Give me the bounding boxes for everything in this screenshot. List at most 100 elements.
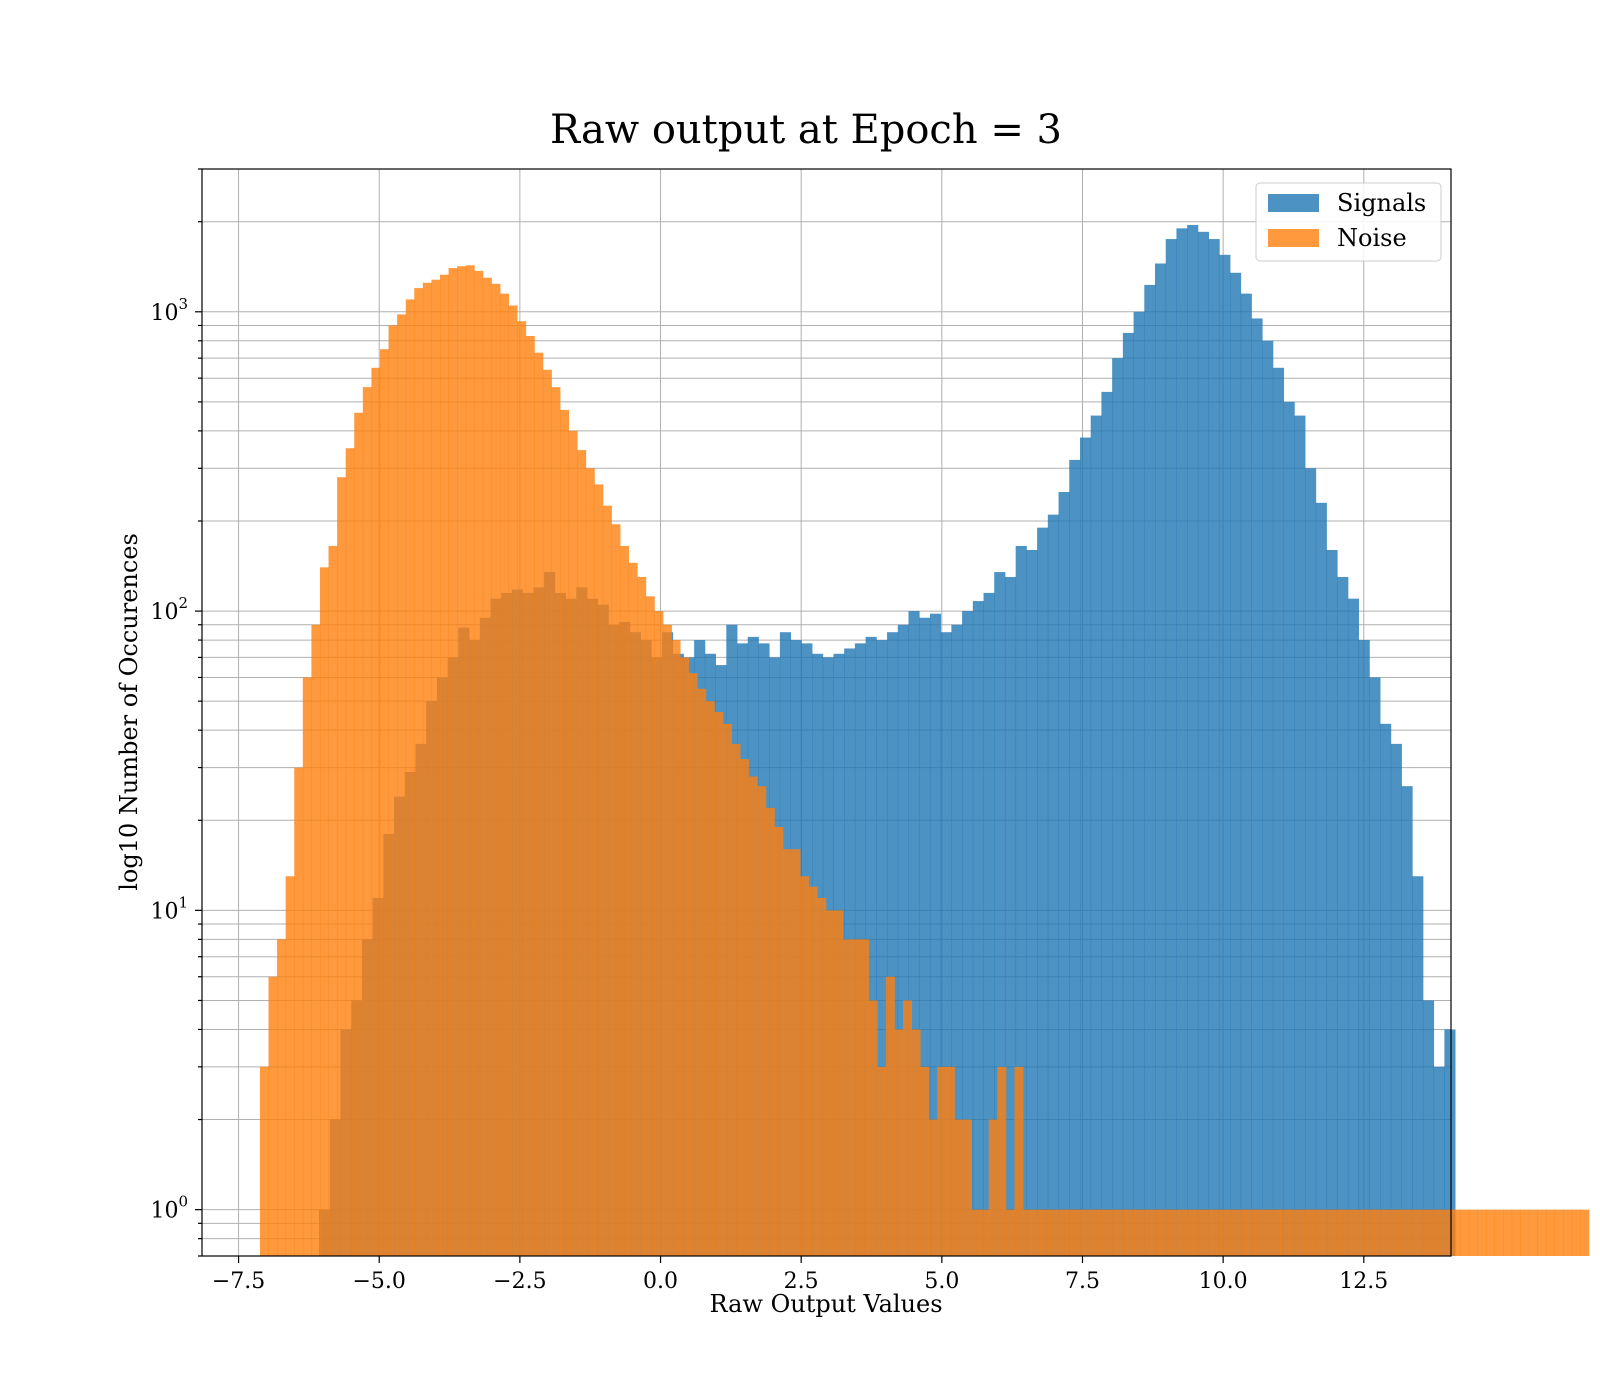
histogram-bar-noise [808, 886, 818, 1256]
histogram-bar-signals [1358, 640, 1370, 1256]
histogram-bar-noise [1271, 1209, 1281, 1256]
histogram-bar-noise [1168, 1209, 1178, 1256]
histogram-bar-noise [1185, 1209, 1195, 1256]
histogram-bar-noise [1563, 1209, 1573, 1256]
histogram-bar-signals [1433, 1066, 1445, 1256]
histogram-bar-noise [885, 976, 895, 1256]
histogram-bar-signals [1004, 576, 1017, 1256]
histogram-bar-noise [1023, 1209, 1033, 1256]
histogram-bar-noise [542, 369, 552, 1257]
histogram-bar-signals [1079, 437, 1092, 1256]
histogram-bar-noise [1220, 1209, 1230, 1256]
histogram-bar-noise [534, 352, 544, 1256]
histogram-bar-noise [714, 712, 724, 1256]
histogram-bar-signals [1337, 576, 1349, 1256]
histogram-bar-noise [1537, 1209, 1547, 1256]
histogram-bar-noise [971, 1209, 981, 1256]
histogram-bar-noise [285, 876, 295, 1256]
x-tick-label: 10.0 [1199, 1269, 1248, 1294]
histogram-bar-signals [1165, 239, 1177, 1256]
histogram-bar-noise [1280, 1209, 1290, 1256]
x-tick-label: 2.5 [784, 1269, 819, 1294]
histogram-bar-noise [1048, 1209, 1058, 1256]
histogram-bar-signals [1208, 239, 1220, 1256]
histogram-bar-signals [1090, 415, 1102, 1256]
histogram-bar-signals [1272, 367, 1285, 1256]
chart-title: Raw output at Epoch = 3 [550, 107, 1062, 153]
histogram-bar-signals [962, 611, 974, 1256]
histogram-bar-noise [525, 336, 535, 1256]
legend-label-noise: Noise [1337, 224, 1407, 252]
histogram-bar-noise [842, 939, 852, 1256]
histogram-bar-noise [688, 673, 698, 1256]
y-tick-label: 102 [150, 594, 188, 625]
histogram-bar-signals [951, 624, 963, 1256]
histogram-bar-signals [1262, 340, 1274, 1256]
histogram-bar-noise [1228, 1209, 1238, 1256]
histogram-bar-noise [903, 1000, 912, 1256]
histogram-bar-signals [1219, 254, 1231, 1256]
x-axis-label: Raw Output Values [709, 1290, 942, 1318]
histogram-bar-signals [919, 617, 931, 1256]
histogram-bar-noise [937, 1066, 947, 1256]
histogram-bar-noise [928, 1119, 938, 1256]
histogram-bar-signals [983, 592, 995, 1256]
legend: Signals Noise [1255, 182, 1442, 262]
histogram-bar-signals [1037, 527, 1049, 1256]
histogram-bar-signals [1230, 272, 1242, 1256]
histogram-bar-noise [1546, 1209, 1556, 1256]
histogram-bar-noise [517, 321, 527, 1256]
histogram-bar-noise [868, 1000, 878, 1256]
histogram-bar-signals [897, 624, 909, 1256]
histogram-bar-noise [722, 723, 732, 1256]
histogram-bar-noise [362, 387, 372, 1257]
histogram-bar-signals [1294, 415, 1306, 1256]
histogram-bar-noise [757, 786, 767, 1256]
histogram-bar-noise [482, 277, 492, 1256]
histogram-bar-noise [319, 567, 329, 1256]
histogram-bar-noise [1443, 1209, 1453, 1256]
histogram-bar-noise [988, 1119, 998, 1256]
histogram-bar-noise [388, 325, 398, 1257]
histogram-bar-noise [1408, 1209, 1418, 1256]
histogram-bar-noise [431, 279, 441, 1256]
histogram-bar-signals [1197, 231, 1209, 1256]
histogram-bar-noise [620, 545, 630, 1256]
histogram-bar-noise [1031, 1209, 1041, 1256]
histogram-bar-noise [1245, 1209, 1255, 1256]
histogram-bar-noise [1134, 1209, 1144, 1256]
histogram-bar-noise [448, 268, 458, 1256]
histogram-bar-signals [876, 640, 888, 1256]
histogram-bar-noise [1486, 1209, 1496, 1256]
histogram-bar-signals [887, 632, 899, 1256]
histogram-bar-noise [328, 545, 338, 1256]
histogram-bar-noise [1091, 1209, 1101, 1256]
histogram-bar-noise [1417, 1209, 1427, 1256]
histogram-bar-noise [1383, 1209, 1393, 1256]
histogram-bar-noise [440, 274, 449, 1257]
histogram-bar-noise [259, 1066, 269, 1256]
histogram-bar-signals [1155, 263, 1167, 1256]
histogram-bar-noise [577, 450, 587, 1256]
histogram-bar-signals [1315, 502, 1327, 1257]
histogram-bar-signals [1176, 228, 1188, 1256]
x-tick-label: −2.5 [493, 1269, 546, 1294]
histogram-bar-noise [457, 266, 467, 1257]
histogram-bar-noise [422, 282, 432, 1256]
histogram-bar-noise [1160, 1209, 1170, 1256]
histogram-bar-signals [865, 636, 877, 1256]
histogram-bar-noise [662, 624, 672, 1256]
histogram-bar-noise [354, 412, 364, 1256]
histogram-bar-signals [1390, 743, 1402, 1256]
histogram-bar-signals [1283, 401, 1295, 1256]
histogram-bar-signals [1015, 545, 1027, 1256]
histogram-bar-noise [311, 624, 321, 1256]
histogram-bar-noise [800, 876, 810, 1256]
histogram-bar-noise [1074, 1209, 1084, 1256]
histogram-bar-noise [945, 1066, 955, 1256]
histogram-bar-noise [1254, 1209, 1264, 1256]
histogram-bar-noise [500, 293, 510, 1256]
histogram-bar-noise [611, 524, 621, 1256]
histogram-bar-noise [963, 1119, 973, 1256]
